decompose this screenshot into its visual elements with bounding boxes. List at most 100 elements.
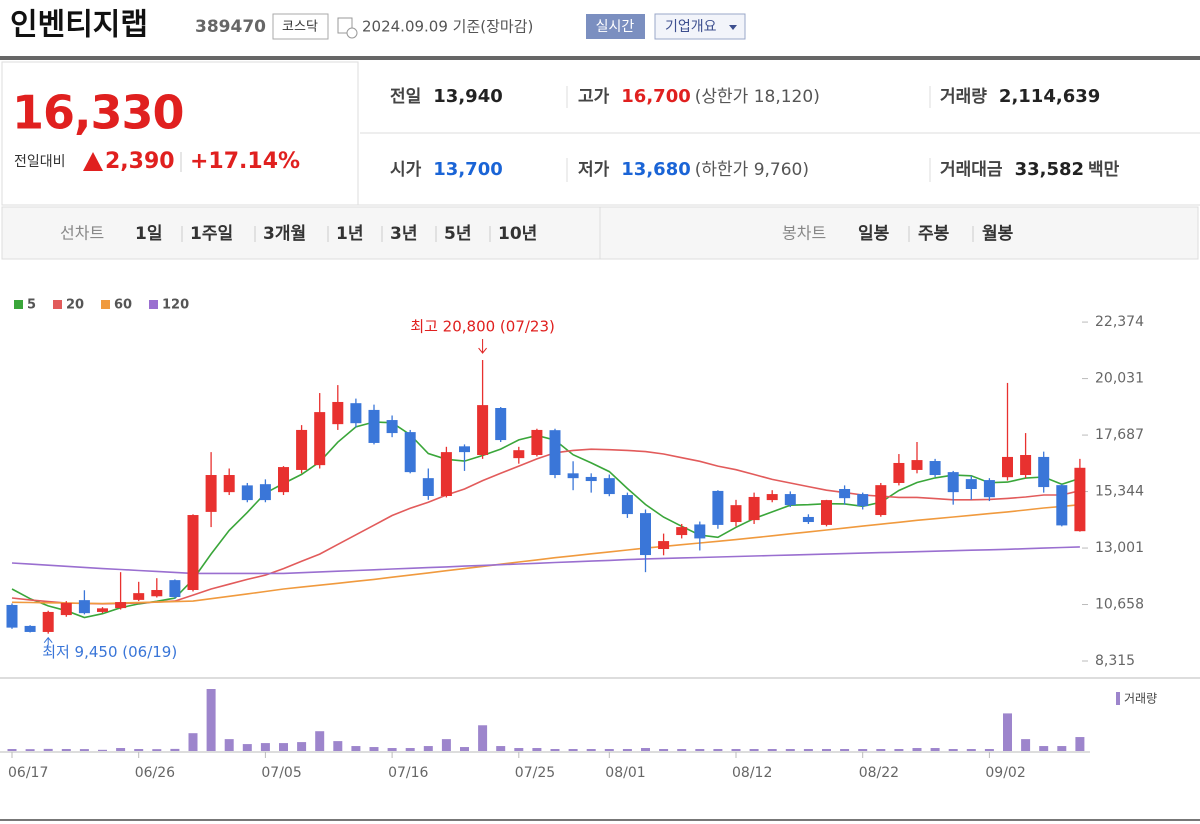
volume-bar (441, 739, 451, 751)
x-tick-label: 06/26 (135, 765, 175, 781)
volume-bar (423, 746, 433, 751)
moving-average (11, 503, 1080, 605)
volume-bar (876, 749, 886, 751)
volume-bar (387, 748, 397, 751)
volume-bar (659, 749, 669, 751)
candle-body (314, 412, 326, 466)
volume-bar (206, 689, 216, 751)
candle-body (947, 472, 959, 493)
stat: 저가 13,680 (하한가 9,760) (578, 159, 809, 180)
volume-bar (713, 749, 723, 751)
company-info-label[interactable]: 기업개요 (665, 19, 717, 35)
candle-body (350, 403, 362, 424)
volume-bar (1039, 746, 1049, 751)
current-price: 16,330 (12, 86, 184, 140)
volume-bar (1003, 713, 1012, 751)
y-tick-label: 13,001 (1095, 540, 1144, 556)
volume-bar (912, 748, 922, 751)
candle-body (205, 475, 217, 512)
legend-swatch (14, 300, 23, 309)
stat: 거래대금 33,582 백만 (940, 159, 1120, 180)
y-tick-label: 22,374 (1095, 314, 1144, 330)
y-tick-label: 20,031 (1095, 371, 1144, 387)
volume-bar (460, 747, 469, 751)
volume-bar (604, 749, 614, 751)
candle-body (495, 408, 507, 441)
annotation: 최저 9,450 (06/19) (42, 643, 177, 661)
candle-body (368, 409, 380, 443)
volume-legend-label: 거래량 (1124, 692, 1157, 706)
volume-bar (224, 739, 234, 751)
x-tick-label: 09/02 (985, 765, 1025, 781)
candle-body (241, 485, 253, 501)
volume-bar (7, 749, 17, 751)
annotation: 최고 20,800 (07/23) (410, 318, 555, 336)
candle-body (531, 429, 543, 456)
change-label: 전일대비 (14, 154, 66, 170)
volume-bar (803, 749, 813, 751)
candle-body (332, 401, 344, 425)
candle-tab[interactable]: 월봉 (982, 224, 1014, 244)
realtime-label[interactable]: 실시간 (596, 19, 635, 35)
candle-body (766, 494, 778, 501)
period-tab[interactable]: 1주일 (190, 224, 233, 244)
chart-frame (0, 677, 1200, 821)
candle-body (893, 462, 905, 483)
legend-swatch (101, 300, 110, 309)
period-tab[interactable]: 5년 (444, 224, 471, 244)
candle-body (712, 490, 724, 525)
stat: 시가 13,700 (390, 159, 503, 180)
candle-body (1002, 456, 1013, 478)
moving-average (11, 546, 1080, 575)
candle-tab[interactable]: 일봉 (858, 224, 890, 244)
y-tick-label: 15,344 (1095, 484, 1144, 500)
volume-bar (333, 741, 343, 751)
realtime-button[interactable] (586, 14, 645, 39)
stat-value: 13,700 (433, 159, 502, 180)
annotation-arrow (478, 339, 487, 354)
candle-body (658, 541, 670, 550)
line-chart-label: 선차트 (60, 224, 104, 243)
x-tick-label: 07/16 (388, 765, 428, 781)
moving-average (11, 448, 1081, 605)
annotation-arrow (43, 636, 53, 646)
period-tab[interactable]: 10년 (498, 224, 537, 244)
stock-code: 389470 (195, 17, 266, 37)
period-tab[interactable]: 3년 (390, 224, 417, 244)
change-value: 2,390 (105, 149, 175, 174)
candle-body (151, 590, 163, 597)
candle-body (477, 405, 489, 456)
candle-body (259, 484, 271, 501)
company-info-button[interactable] (654, 13, 746, 40)
volume-legend-swatch (1116, 692, 1120, 705)
candle-body (187, 515, 199, 591)
period-tab[interactable]: 3개월 (263, 224, 306, 244)
volume-bar (641, 748, 650, 751)
volume-bar (622, 749, 632, 751)
legend-swatch (53, 300, 62, 309)
stat-label: 전일 (390, 87, 421, 107)
stat-value: 13,940 (433, 86, 502, 107)
stat-value: 16,700 (621, 86, 690, 107)
volume-bar (930, 748, 940, 751)
volume-bar (948, 749, 958, 751)
volume-bar (242, 744, 252, 751)
candle-body (640, 513, 651, 556)
volume-bar (351, 746, 361, 751)
candle-body (1056, 485, 1068, 526)
y-tick-label: 17,687 (1095, 427, 1144, 443)
candle-body (875, 485, 887, 516)
volume-bar (315, 731, 325, 751)
volume-bar (297, 742, 307, 751)
volume-bar (1021, 739, 1031, 751)
stat-label: 고가 (578, 87, 610, 107)
x-tick-label: 06/17 (8, 765, 48, 781)
candle-body (404, 432, 416, 473)
x-tick-label: 08/22 (859, 765, 899, 781)
candle-body (1020, 455, 1032, 476)
candle-body (911, 460, 923, 470)
period-tab[interactable]: 1년 (336, 224, 363, 244)
volume-bar (496, 746, 506, 751)
period-tab[interactable]: 1일 (135, 224, 162, 244)
candle-tab[interactable]: 주봉 (918, 224, 950, 244)
